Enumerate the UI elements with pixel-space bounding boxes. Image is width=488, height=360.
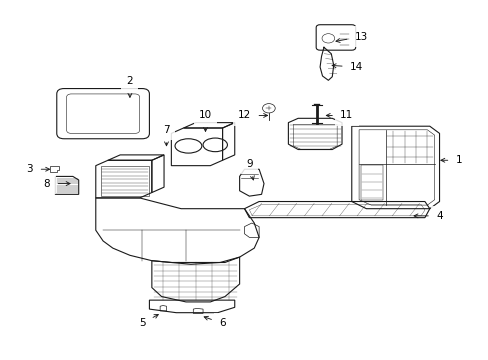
Text: 10: 10 [199, 111, 212, 131]
Text: 5: 5 [139, 315, 158, 328]
Text: 13: 13 [335, 32, 367, 42]
Text: 4: 4 [413, 211, 442, 221]
Text: 2: 2 [126, 76, 133, 97]
Text: 6: 6 [204, 316, 225, 328]
Circle shape [262, 104, 275, 113]
Text: 1: 1 [440, 155, 462, 165]
Text: 8: 8 [43, 179, 70, 189]
Text: 14: 14 [331, 62, 363, 72]
Text: 3: 3 [26, 164, 49, 174]
Circle shape [322, 34, 334, 43]
Text: 9: 9 [245, 159, 254, 180]
Text: 7: 7 [163, 125, 169, 146]
Text: 11: 11 [325, 111, 353, 121]
Text: 12: 12 [237, 111, 267, 121]
